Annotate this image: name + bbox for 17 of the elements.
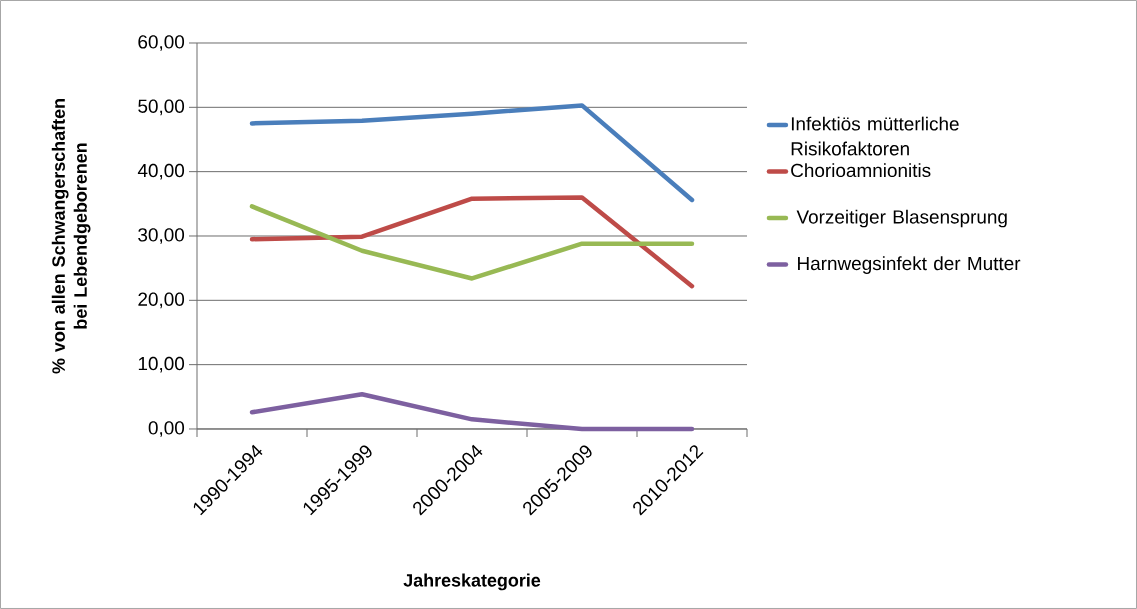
legend-label: Harnwegsinfekt der Mutter [798,256,1021,274]
legend-label: Vorzeitiger Blasensprung [796,209,1007,228]
y-tick-label: 0,00 [148,421,185,437]
line-series [249,195,695,289]
x-axis-title: Jahreskategorie [403,573,541,591]
y-tick-label: 30,00 [138,228,185,244]
y-axis-title: % von allen Schwangerschaften bei Lebendgeborenen [51,99,91,374]
legend-label: Chorioamnionitis [791,163,931,178]
line-series [249,103,695,203]
line-series [249,392,695,432]
y-tick-label: 50,00 [138,99,185,116]
legend-label: Infektiös mütterliche Risikofaktoren [791,116,959,156]
y-tick-label: 40,00 [137,163,185,180]
y-tick-label: 60,00 [138,35,185,51]
line-series [249,204,695,281]
y-tick-label: 20,00 [138,292,185,309]
y-tick-label: 10,00 [138,356,185,373]
